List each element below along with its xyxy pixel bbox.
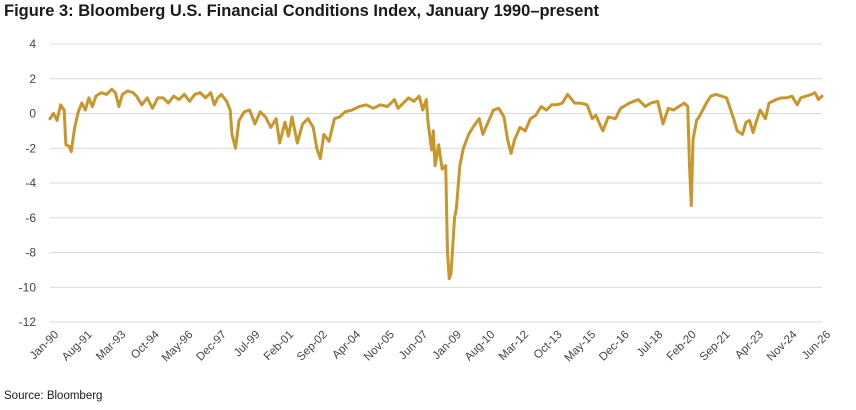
x-tick-label: Jul-18 bbox=[635, 329, 666, 360]
chart-source: Source: Bloomberg bbox=[4, 390, 103, 402]
x-tick-label: May-96 bbox=[160, 329, 196, 365]
x-tick-label: May-15 bbox=[563, 329, 599, 365]
chart-title: Figure 3: Bloomberg U.S. Financial Condi… bbox=[4, 2, 600, 20]
x-tick-label: Jun-07 bbox=[397, 329, 430, 362]
x-tick-label: Jun-26 bbox=[800, 329, 833, 362]
y-tick-label: -6 bbox=[25, 211, 36, 225]
x-tick-label: Jul-99 bbox=[232, 329, 263, 360]
x-tick-label: Oct-13 bbox=[532, 329, 565, 362]
gridlines bbox=[50, 43, 822, 323]
y-tick-label: -12 bbox=[19, 315, 37, 329]
y-tick-label: -10 bbox=[19, 280, 37, 294]
y-axis-tick-labels: 4 2 0 -2 -4 -6 -8 -10 -12 bbox=[19, 37, 37, 329]
x-tick-label: Dec-16 bbox=[597, 329, 632, 364]
y-tick-label: 2 bbox=[29, 72, 36, 86]
y-tick-label: -8 bbox=[25, 246, 36, 260]
x-tick-label: Aug-91 bbox=[60, 329, 95, 364]
y-tick-label: 4 bbox=[29, 37, 36, 51]
x-tick-label: Apr-04 bbox=[330, 328, 363, 361]
x-tick-label: Aug-10 bbox=[463, 329, 498, 364]
y-tick-label: -2 bbox=[25, 141, 36, 155]
x-tick-label: Mar-93 bbox=[94, 329, 128, 363]
x-tick-label: Feb-01 bbox=[262, 329, 296, 363]
x-tick-label: Dec-97 bbox=[194, 329, 229, 364]
x-tick-label: Feb-20 bbox=[665, 329, 699, 363]
x-tick-label: Mar-12 bbox=[497, 329, 531, 363]
x-tick-label: Jan-09 bbox=[431, 329, 464, 362]
series-line bbox=[48, 87, 824, 281]
x-tick-label: Sep-21 bbox=[698, 329, 733, 364]
x-tick-label: Sep-02 bbox=[295, 329, 330, 364]
x-tick-label: Apr-23 bbox=[733, 329, 766, 362]
x-tick-label: Nov-24 bbox=[765, 328, 800, 363]
y-tick-label: 0 bbox=[29, 107, 36, 121]
x-tick-label: Nov-05 bbox=[362, 329, 397, 364]
y-tick-label: -4 bbox=[25, 176, 36, 190]
x-tick-label: Jan-90 bbox=[28, 329, 61, 362]
series-layer bbox=[48, 87, 824, 281]
x-tick-label: Oct-94 bbox=[129, 328, 162, 361]
